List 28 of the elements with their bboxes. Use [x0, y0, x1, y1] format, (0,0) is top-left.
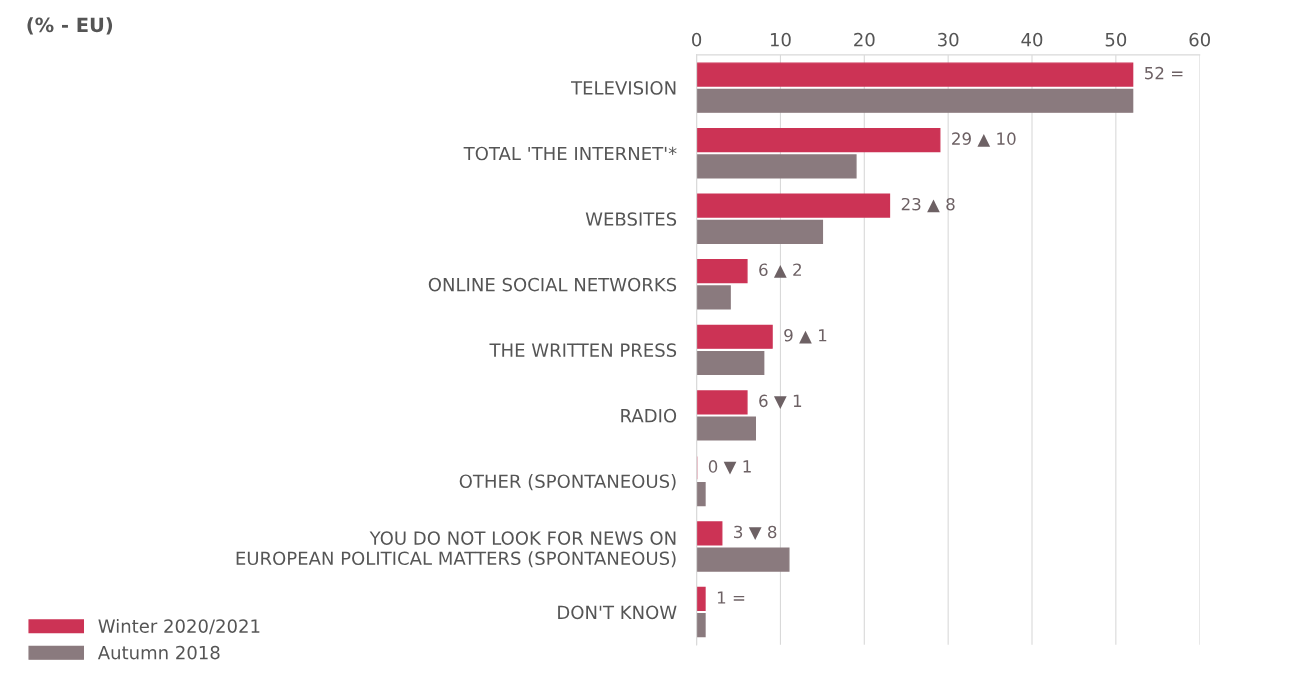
data-label: 23 ▲ 8: [901, 197, 955, 213]
text: (% - EU): [27, 17, 113, 35]
x-tick-label: 50: [1105, 32, 1127, 47]
x-tick-label: 30: [938, 32, 959, 47]
y-tick-label: TELEVISION: [571, 81, 676, 95]
data-label: 3 ▼ 8: [734, 525, 777, 541]
x-tick-label: 20: [854, 32, 875, 47]
x-tick-label: 60: [1189, 32, 1210, 47]
data-label: 29 ▲ 10: [952, 132, 1016, 147]
x-tick-label: 40: [1021, 32, 1043, 47]
y-tick-label: RADIO: [621, 408, 677, 423]
data-label: 6 ▲ 2: [759, 263, 801, 278]
data-label: 0 ▼ 1: [708, 460, 751, 475]
legend-label: Autumn 2018: [97, 645, 220, 660]
y-tick-label: YOU DO NOT LOOK FOR NEWS ON EUROPEAN POLITICAL MATTERS (SPONTANEOUS): [236, 531, 676, 568]
data-label: 1 =: [717, 591, 745, 604]
x-tick-label: 0: [692, 32, 702, 47]
y-tick-label: OTHER (SPONTANEOUS): [459, 474, 676, 491]
y-tick-label: WEBSITES: [585, 212, 677, 226]
x-tick-label: 10: [770, 32, 791, 47]
legend-label: Winter 2020/2021: [98, 618, 260, 635]
data-label: 6 ▼ 1: [759, 394, 802, 409]
data-label: 52 =: [1145, 66, 1183, 80]
data-label: 9 ▲ 1: [784, 328, 827, 344]
y-tick-label: THE WRITTEN PRESS: [489, 343, 677, 357]
y-tick-label: DON'T KNOW: [558, 605, 677, 620]
y-tick-label: TOTAL 'THE INTERNET'*: [463, 146, 677, 161]
y-tick-label: ONLINE SOCIAL NETWORKS: [428, 277, 677, 292]
